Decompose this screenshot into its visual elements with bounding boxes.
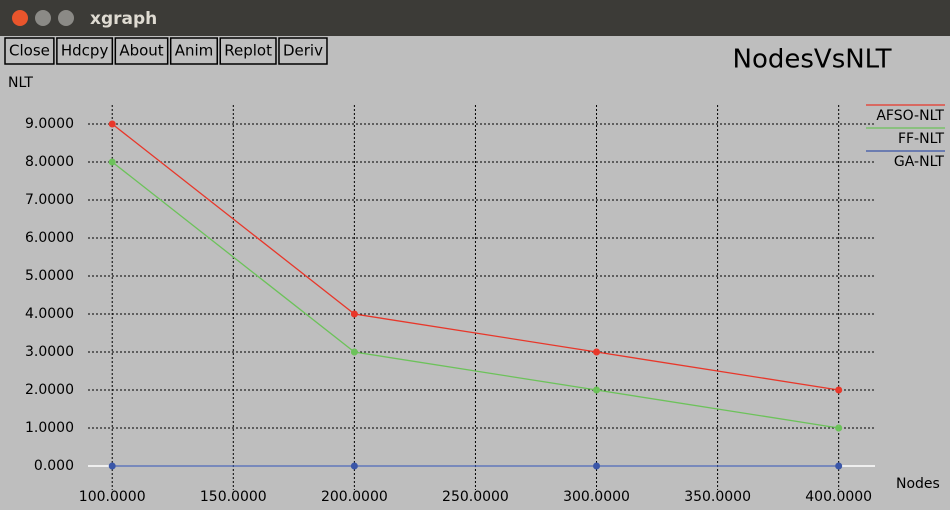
- y-tick-label: 4.0000: [25, 306, 74, 322]
- x-tick-label: 300.0000: [563, 489, 630, 505]
- x-tick-label: 400.0000: [805, 489, 872, 505]
- data-point: [350, 348, 358, 356]
- y-tick-label: 5.0000: [25, 268, 74, 284]
- legend-label: AFSO-NLT: [876, 108, 944, 124]
- x-tick-label: 250.0000: [442, 489, 509, 505]
- legend-label: FF-NLT: [898, 131, 945, 147]
- min-dot[interactable]: [35, 10, 51, 26]
- x-tick-label: 150.0000: [200, 489, 267, 505]
- data-point: [108, 120, 116, 128]
- window-title: xgraph: [90, 9, 157, 29]
- button-label[interactable]: Anim: [175, 42, 214, 60]
- data-point: [835, 462, 843, 470]
- y-tick-label: 8.0000: [25, 154, 74, 170]
- chart-title: NodesVsNLT: [733, 45, 892, 75]
- data-point: [108, 462, 116, 470]
- x-tick-label: 350.0000: [684, 489, 751, 505]
- x-axis-label: Nodes: [896, 476, 940, 492]
- y-tick-label: 7.0000: [25, 192, 74, 208]
- y-tick-label: 1.0000: [25, 420, 74, 436]
- close-dot[interactable]: [12, 10, 28, 26]
- data-point: [835, 386, 843, 394]
- y-axis-label: NLT: [8, 75, 33, 91]
- button-label[interactable]: Hdcpy: [61, 42, 109, 60]
- max-dot[interactable]: [58, 10, 74, 26]
- data-point: [593, 462, 601, 470]
- data-point: [593, 386, 601, 394]
- button[interactable]: [169, 37, 218, 65]
- data-point: [108, 158, 116, 166]
- button-label[interactable]: Replot: [224, 42, 272, 60]
- y-tick-label: 3.0000: [25, 344, 74, 360]
- button-label[interactable]: About: [119, 42, 163, 60]
- button[interactable]: [4, 37, 55, 65]
- button[interactable]: [56, 37, 114, 65]
- legend-label: GA-NLT: [894, 154, 945, 170]
- y-tick-label: 2.0000: [25, 382, 74, 398]
- button[interactable]: [278, 37, 328, 65]
- button-label[interactable]: Deriv: [283, 42, 323, 60]
- data-point: [350, 310, 358, 318]
- button-label[interactable]: Close: [9, 42, 50, 60]
- button[interactable]: [114, 37, 169, 65]
- y-tick-label: 0.000: [34, 458, 74, 474]
- data-point: [593, 348, 601, 356]
- y-tick-label: 9.0000: [25, 116, 74, 132]
- y-tick-label: 6.0000: [25, 230, 74, 246]
- x-tick-label: 200.0000: [321, 489, 388, 505]
- data-point: [350, 462, 358, 470]
- title-bar: [0, 0, 950, 36]
- series-line: [111, 161, 839, 429]
- button[interactable]: [219, 37, 277, 65]
- data-point: [835, 424, 843, 432]
- series-line: [111, 123, 839, 391]
- x-tick-label: 100.0000: [79, 489, 146, 505]
